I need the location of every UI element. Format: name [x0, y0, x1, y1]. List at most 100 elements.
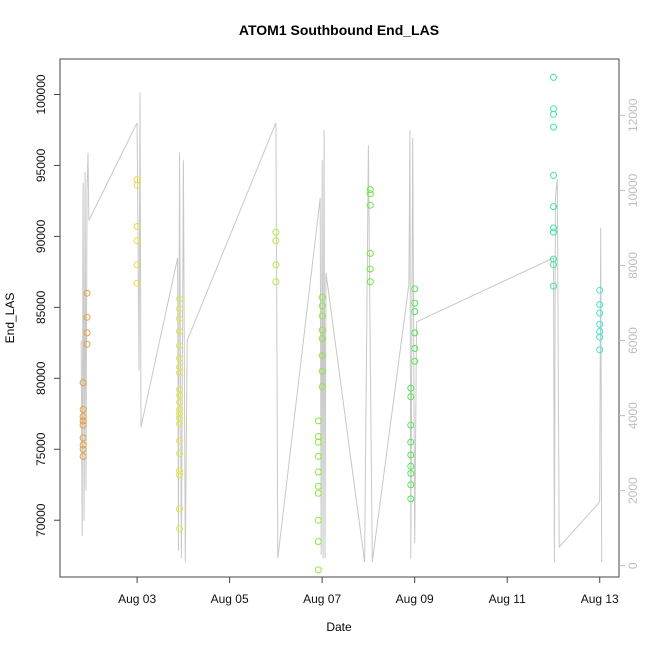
data-point [596, 328, 604, 335]
data-point [83, 313, 91, 321]
data-point [314, 482, 322, 490]
data-point [366, 249, 374, 257]
data-point [176, 471, 183, 479]
data-point [176, 305, 183, 313]
data-point [318, 367, 326, 375]
data-points-layer [79, 73, 604, 574]
y2-tick-label: 6000 [626, 327, 640, 354]
secondary-y-axis: 0 2000 4000 6000 8000 10000 12000 [619, 98, 640, 569]
data-point [176, 342, 183, 350]
data-point [596, 346, 604, 354]
data-point [407, 469, 415, 477]
y-tick-label: 75000 [34, 432, 48, 466]
data-point [550, 105, 557, 113]
y-tick-label: 95000 [34, 148, 48, 182]
data-point [79, 417, 87, 425]
data-point [314, 468, 322, 476]
chart-title: ATOM1 Southbound End_LAS [239, 22, 439, 38]
data-point [550, 203, 557, 211]
data-point [550, 255, 557, 263]
data-point [407, 384, 415, 392]
data-point [550, 73, 557, 81]
data-point [407, 393, 415, 401]
data-point [83, 340, 91, 348]
secondary-series-layer [80, 92, 603, 563]
data-point [550, 171, 557, 179]
data-point [176, 328, 183, 335]
data-point [272, 278, 280, 286]
data-point [550, 110, 557, 118]
data-point [79, 413, 87, 421]
data-point [407, 421, 415, 429]
data-point [596, 309, 604, 317]
x-axis: Aug 03 Aug 05 Aug 07 Aug 09 Aug 11 Aug 13 [118, 577, 619, 606]
y-axis: 70000 75000 80000 85000 90000 95000 100000 [34, 74, 60, 537]
data-point [176, 295, 183, 303]
data-point [176, 505, 183, 513]
data-point [176, 414, 183, 422]
data-point [318, 312, 326, 320]
data-point [79, 406, 87, 413]
plot-frame [59, 58, 620, 578]
data-point [596, 333, 604, 341]
data-point [133, 237, 141, 245]
data-point [176, 467, 183, 475]
data-point [314, 417, 322, 425]
data-point [176, 363, 183, 371]
x-tick-label: Aug 11 [489, 592, 526, 606]
data-point [596, 286, 604, 294]
data-point [366, 186, 374, 194]
data-point [407, 481, 415, 489]
data-point [79, 441, 87, 449]
data-point [411, 299, 419, 307]
data-point [550, 123, 557, 131]
y2-tick-label: 0 [626, 562, 640, 569]
data-point [79, 452, 87, 460]
data-point [272, 261, 280, 269]
y2-tick-label: 10000 [626, 173, 640, 207]
data-point [318, 326, 326, 334]
data-point [79, 434, 87, 442]
data-point [550, 282, 557, 290]
data-point [596, 301, 604, 308]
data-point [314, 538, 322, 545]
data-point [407, 438, 415, 446]
secondary-series-line [80, 92, 603, 563]
data-point [318, 352, 326, 360]
data-point [407, 451, 415, 459]
y2-tick-label: 12000 [626, 98, 640, 132]
data-point [176, 525, 183, 533]
y-tick-label: 70000 [34, 503, 48, 537]
y-tick-label: 85000 [34, 290, 48, 324]
data-point [407, 462, 415, 470]
data-point [314, 516, 322, 524]
x-tick-label: Aug 03 [118, 592, 156, 606]
data-point [550, 224, 557, 232]
data-point [318, 302, 326, 310]
data-point [133, 223, 141, 230]
data-point [314, 566, 322, 574]
data-point [314, 452, 322, 460]
data-point [176, 410, 183, 418]
data-point [411, 345, 419, 352]
x-tick-label: Aug 09 [396, 592, 434, 606]
x-tick-label: Aug 13 [581, 592, 619, 606]
data-point [366, 201, 374, 209]
data-point [272, 237, 280, 245]
data-point [176, 406, 183, 413]
x-tick-label: Aug 07 [303, 592, 341, 606]
data-point [314, 433, 322, 440]
data-point [411, 308, 419, 316]
data-point [176, 437, 183, 445]
data-point [133, 279, 141, 287]
data-point [318, 293, 326, 301]
data-point [133, 176, 141, 184]
y2-tick-label: 4000 [626, 402, 640, 429]
data-point [366, 278, 374, 286]
data-point [79, 421, 87, 429]
y2-tick-label: 2000 [626, 477, 640, 504]
data-point [83, 329, 91, 337]
data-point [176, 315, 183, 323]
x-tick-label: Aug 05 [211, 592, 249, 606]
